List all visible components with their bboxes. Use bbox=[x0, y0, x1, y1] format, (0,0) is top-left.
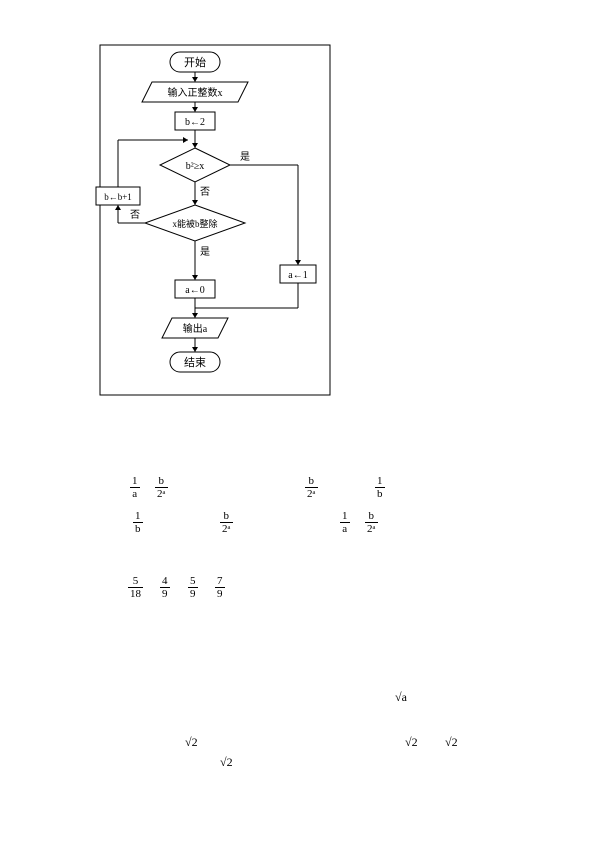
node-a0: a←0 bbox=[185, 285, 204, 296]
sqrt-a: √a bbox=[395, 690, 407, 705]
node-init: b←2 bbox=[185, 117, 205, 128]
node-end: 结束 bbox=[184, 356, 206, 369]
node-input: 输入正整数x bbox=[168, 86, 223, 99]
frac-7: 1a bbox=[340, 510, 350, 535]
label-yes2: 是 bbox=[200, 246, 210, 258]
frac-5: 1b bbox=[133, 510, 143, 535]
sqrt-2c: √2 bbox=[445, 735, 458, 750]
label-yes1: 是 bbox=[240, 151, 250, 163]
sqrt-2d: √2 bbox=[220, 755, 233, 770]
frac-g4: 79 bbox=[215, 575, 225, 600]
node-a1: a←1 bbox=[288, 270, 307, 281]
sqrt-2a: √2 bbox=[185, 735, 198, 750]
frac-g2: 49 bbox=[160, 575, 170, 600]
sqrt-2b: √2 bbox=[405, 735, 418, 750]
frac-2: b2ᵃ bbox=[155, 475, 168, 500]
node-start: 开始 bbox=[184, 55, 206, 69]
flowchart-diagram: 开始 输入正整数x b←2 b²≥x 是 a←1 否 x能被b整除 否 b←b+… bbox=[80, 40, 360, 400]
frac-6: b2ᵃ bbox=[220, 510, 233, 535]
label-no1: 否 bbox=[200, 186, 210, 198]
frac-3: b2ᵃ bbox=[305, 475, 318, 500]
label-no2: 否 bbox=[130, 209, 140, 221]
frac-g3: 59 bbox=[188, 575, 198, 600]
frac-1: 1a bbox=[130, 475, 140, 500]
node-cmp: b²≥x bbox=[186, 161, 205, 172]
node-div: x能被b整除 bbox=[172, 218, 217, 229]
frac-4: 1b bbox=[375, 475, 385, 500]
node-inc: b←b+1 bbox=[104, 192, 132, 202]
frac-8: b2ᵃ bbox=[365, 510, 378, 535]
frac-g1: 518 bbox=[128, 575, 143, 600]
node-out: 输出a bbox=[183, 322, 208, 335]
